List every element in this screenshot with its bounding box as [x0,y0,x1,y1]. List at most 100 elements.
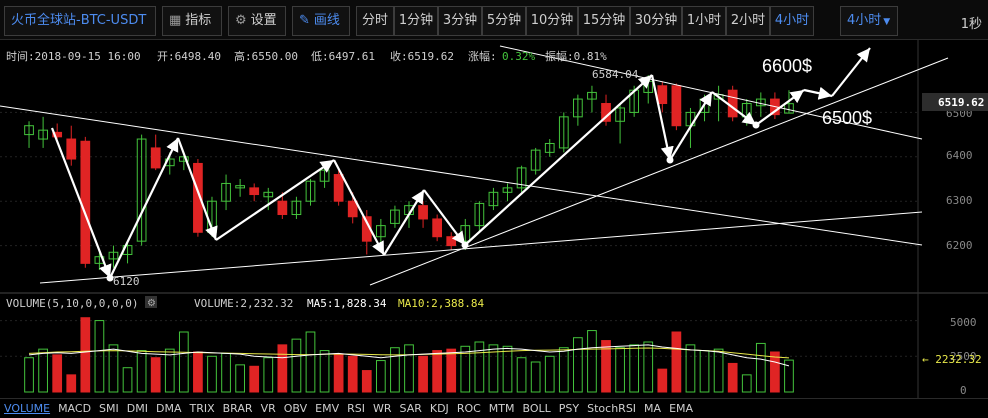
candle-body [502,187,513,193]
interval-7[interactable]: 1小时 [682,6,726,36]
draw-line-button[interactable]: ✎ 画线 [292,6,350,36]
candle-body [263,191,274,198]
volume-bar [657,368,668,393]
indicator-tab-brar[interactable]: BRAR [222,402,253,415]
indicator-tab-vr[interactable]: VR [260,402,276,415]
indicator-tab-macd[interactable]: MACD [58,402,92,415]
ohlc-open: 开:6498.40 [157,50,221,63]
indicator-tab-stochrsi[interactable]: StochRSI [587,402,637,415]
current-volume-label: ← 2232.32 [922,353,982,366]
user-drawings [0,45,949,286]
target-up-label: 6600$ [762,56,812,76]
indicator-tab-kdj[interactable]: KDJ [429,402,449,415]
zigzag-arrow [669,91,713,161]
settings-button[interactable]: ⚙ 设置 [228,6,286,36]
volume-bar [432,350,443,393]
volume-bar [558,347,569,393]
draw-line-icon: ✎ [299,13,310,28]
volume-bar [615,347,625,393]
volume-params: VOLUME(5,10,0,0,0,0) [6,297,138,310]
indicator-tab-dma[interactable]: DMA [155,402,182,415]
volume-bars [24,317,794,393]
zigzag-arrow [711,91,757,126]
volume-bar [66,374,77,393]
chart-toolbar: 火币全球站-BTC-USDT ▦ 指标 ⚙ 设置 ✎ 画线 分时 1分钟 3分钟 5分钟 10… [0,0,988,40]
interval-8[interactable]: 2小时 [726,6,770,36]
trendline-support [39,211,923,284]
volume-bar [305,331,316,393]
interval-4[interactable]: 10分钟 [526,6,578,36]
refresh-rate[interactable]: 1秒 [960,17,982,32]
candle-body [558,116,569,149]
volume-bar [460,345,471,393]
indicator-tab-obv[interactable]: OBV [283,402,308,415]
volume-bar [38,348,48,393]
interval-1[interactable]: 1分钟 [394,6,438,36]
target-down-label: 6500$ [822,108,872,128]
volume-gear-icon[interactable]: ⚙ [147,298,156,309]
low-annotation: 6120 [113,275,140,288]
volume-bar [263,357,274,393]
candle-body [66,138,77,160]
volume-bar [122,367,133,393]
interval-0[interactable]: 分时 [356,6,394,36]
volume-bar [136,350,147,393]
indicator-tab-roc[interactable]: ROC [456,402,481,415]
volume-bar [530,361,541,393]
chart-bars-icon: ▦ [169,13,182,28]
symbol-selector[interactable]: 火币全球站-BTC-USDT [4,6,156,36]
candle-body [108,251,119,260]
indicator-tab-ema[interactable]: EMA [669,402,694,415]
interval-3[interactable]: 5分钟 [482,6,526,36]
indicator-tab-smi[interactable]: SMI [99,402,119,415]
indicator-tab-mtm[interactable]: MTM [488,402,515,415]
volume-bar [277,344,288,393]
zigzag-arrow [650,74,674,161]
volume-settings-icon[interactable] [145,296,157,308]
volume-bar [319,350,330,393]
candle-body [587,91,597,100]
interval-dropdown[interactable]: 4小时 ▼ [840,6,898,36]
indicator-tab-ma[interactable]: MA [644,402,662,415]
candle-body [38,129,48,140]
candle-body [615,107,625,122]
pivot-dot [461,241,469,249]
indicator-tab-wr[interactable]: WR [372,402,392,415]
candle-body [24,125,34,136]
ohlc-low: 低:6497.61 [311,50,375,63]
volume-tick: 2500 [950,350,977,363]
candle-body [544,142,555,153]
price-axis: 6500 6400 6300 6200 [946,107,973,252]
candle-body [249,187,260,196]
zigzag-arrow [215,159,335,241]
zigzag-arrow [176,137,218,241]
volume-bar [544,355,555,393]
ohlc-close: 收:6519.62 [390,49,454,63]
indicator-tab-psy[interactable]: PSY [558,402,580,415]
indicator-tab-dmi[interactable]: DMI [126,402,148,415]
indicator-tab-emv[interactable]: EMV [315,402,340,415]
indicator-tab-boll[interactable]: BOLL [522,402,551,415]
indicator-tab-trix[interactable]: TRIX [189,402,215,415]
zigzag-arrow [383,189,425,256]
zigzag-arrow [423,189,466,246]
gear-icon: ⚙ [235,13,247,28]
volume-ma-lines [28,344,790,367]
ohlc-amplitude: 振幅:0.81% [545,49,607,63]
candle-body [418,205,428,220]
candle-body [150,147,161,169]
candle-body [446,236,457,247]
indicator-tab-volume[interactable]: VOLUME [4,402,51,415]
interval-6[interactable]: 30分钟 [630,6,682,36]
interval-9[interactable]: 4小时 [770,6,814,36]
volume-bar [235,364,245,393]
volume-bar [755,342,766,393]
price-tick: 6200 [946,239,973,252]
indicator-tab-rsi[interactable]: RSI [347,402,365,415]
indicators-button[interactable]: ▦ 指标 [162,6,222,36]
interval-5[interactable]: 15分钟 [578,6,630,36]
interval-2[interactable]: 3分钟 [438,6,482,36]
indicator-tab-sar[interactable]: SAR [399,402,422,415]
candle-body [221,182,231,202]
kline-chart[interactable]: 时间:2018-09-15 16:00 开:6498.40 高:6550.00 … [0,40,988,398]
